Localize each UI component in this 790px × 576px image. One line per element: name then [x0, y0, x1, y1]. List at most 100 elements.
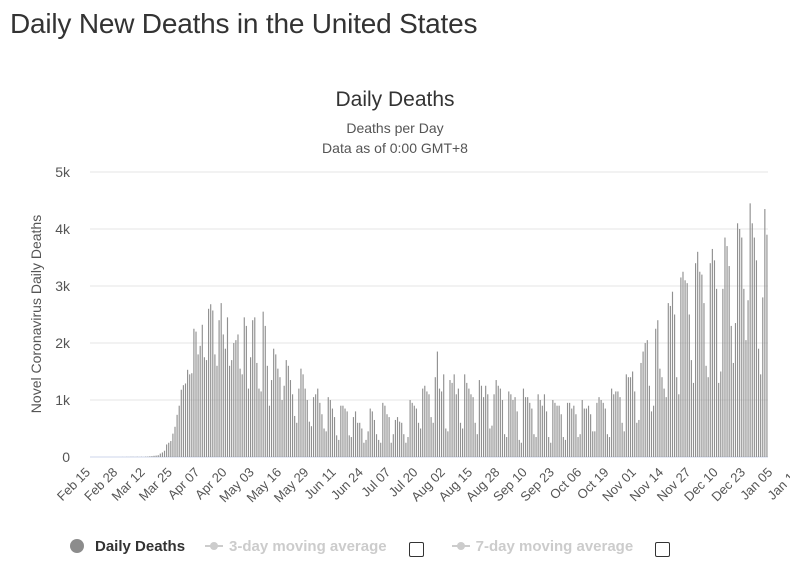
bar[interactable] [491, 425, 493, 457]
bar[interactable] [161, 452, 163, 457]
bar[interactable] [441, 391, 443, 457]
bar[interactable] [476, 434, 478, 457]
bar[interactable] [388, 417, 390, 457]
bar[interactable] [344, 408, 346, 457]
bar[interactable] [241, 374, 243, 457]
bar[interactable] [592, 431, 594, 457]
bar[interactable] [445, 428, 447, 458]
bar[interactable] [747, 300, 749, 457]
bar[interactable] [193, 328, 195, 457]
bar[interactable] [732, 362, 734, 457]
bar[interactable] [195, 331, 197, 457]
bar[interactable] [703, 303, 705, 457]
bar[interactable] [231, 360, 233, 457]
bar[interactable] [655, 328, 657, 457]
bar[interactable] [760, 374, 762, 457]
bar[interactable] [722, 288, 724, 457]
bar[interactable] [176, 414, 178, 457]
bar[interactable] [757, 348, 760, 457]
legend-item-7-day-average[interactable]: 7-day moving average [451, 538, 633, 555]
bar[interactable] [243, 317, 245, 457]
bar[interactable] [497, 385, 499, 457]
bar[interactable] [319, 402, 321, 457]
bar[interactable] [264, 325, 266, 457]
bar[interactable] [493, 394, 495, 457]
bar[interactable] [298, 388, 300, 457]
bar[interactable] [254, 317, 256, 457]
bar[interactable] [436, 351, 438, 457]
bar[interactable] [575, 414, 577, 457]
bar[interactable] [187, 369, 189, 457]
bar[interactable] [726, 246, 728, 457]
bar[interactable] [562, 437, 564, 457]
bar[interactable] [457, 388, 459, 457]
bar[interactable] [390, 442, 392, 457]
bar[interactable] [617, 391, 619, 457]
bar[interactable] [537, 394, 539, 457]
bar[interactable] [676, 377, 678, 457]
bar[interactable] [621, 422, 623, 457]
bar[interactable] [489, 428, 491, 458]
bar[interactable] [369, 408, 371, 457]
bar[interactable] [705, 365, 707, 457]
bar[interactable] [697, 251, 699, 457]
bar[interactable] [524, 397, 527, 457]
bar[interactable] [262, 311, 264, 457]
bar[interactable] [598, 397, 600, 457]
bar[interactable] [499, 388, 501, 457]
bar[interactable] [455, 394, 457, 457]
bar[interactable] [533, 434, 535, 457]
bar[interactable] [163, 450, 166, 457]
bar[interactable] [646, 340, 648, 457]
legend-item-daily-deaths[interactable]: Daily Deaths [70, 538, 185, 555]
bar[interactable] [178, 405, 180, 457]
bar[interactable] [596, 402, 598, 457]
bar[interactable] [174, 426, 176, 457]
bar[interactable] [716, 288, 718, 457]
bar[interactable] [283, 385, 285, 457]
bar[interactable] [608, 437, 611, 457]
bar[interactable] [682, 271, 684, 457]
bar[interactable] [310, 426, 313, 457]
bar[interactable] [239, 368, 241, 457]
bar[interactable] [394, 419, 396, 457]
bar[interactable] [218, 320, 220, 457]
3-day-average-checkbox[interactable] [408, 541, 424, 557]
bar[interactable] [331, 408, 334, 457]
bar[interactable] [182, 385, 184, 457]
bar[interactable] [506, 437, 508, 457]
bar[interactable] [743, 288, 745, 457]
bar[interactable] [258, 388, 260, 457]
bar[interactable] [464, 374, 466, 457]
bar[interactable] [749, 203, 751, 457]
bar[interactable] [184, 383, 187, 457]
bar[interactable] [287, 365, 289, 457]
bar[interactable] [531, 408, 533, 457]
bar[interactable] [665, 397, 667, 457]
bar[interactable] [751, 223, 753, 457]
bar[interactable] [426, 391, 428, 457]
bar[interactable] [159, 453, 161, 457]
bar[interactable] [558, 405, 560, 457]
bar[interactable] [762, 297, 764, 457]
bar[interactable] [361, 428, 363, 458]
bar[interactable] [312, 397, 315, 457]
7-day-average-checkbox[interactable] [655, 541, 671, 557]
bar[interactable] [527, 397, 529, 457]
bar[interactable] [357, 422, 359, 457]
bar[interactable] [564, 439, 567, 457]
bar[interactable] [529, 402, 531, 457]
bar[interactable] [766, 234, 768, 457]
bar[interactable] [422, 388, 424, 457]
bar[interactable] [550, 442, 552, 457]
bar[interactable] [734, 323, 737, 457]
bar[interactable] [739, 229, 741, 457]
bar[interactable] [329, 400, 331, 457]
bar[interactable] [653, 405, 655, 457]
bar[interactable] [359, 422, 361, 457]
bar[interactable] [304, 388, 306, 457]
bar[interactable] [478, 380, 480, 457]
bar[interactable] [222, 334, 224, 457]
bar[interactable] [701, 274, 703, 457]
bar[interactable] [378, 439, 380, 457]
